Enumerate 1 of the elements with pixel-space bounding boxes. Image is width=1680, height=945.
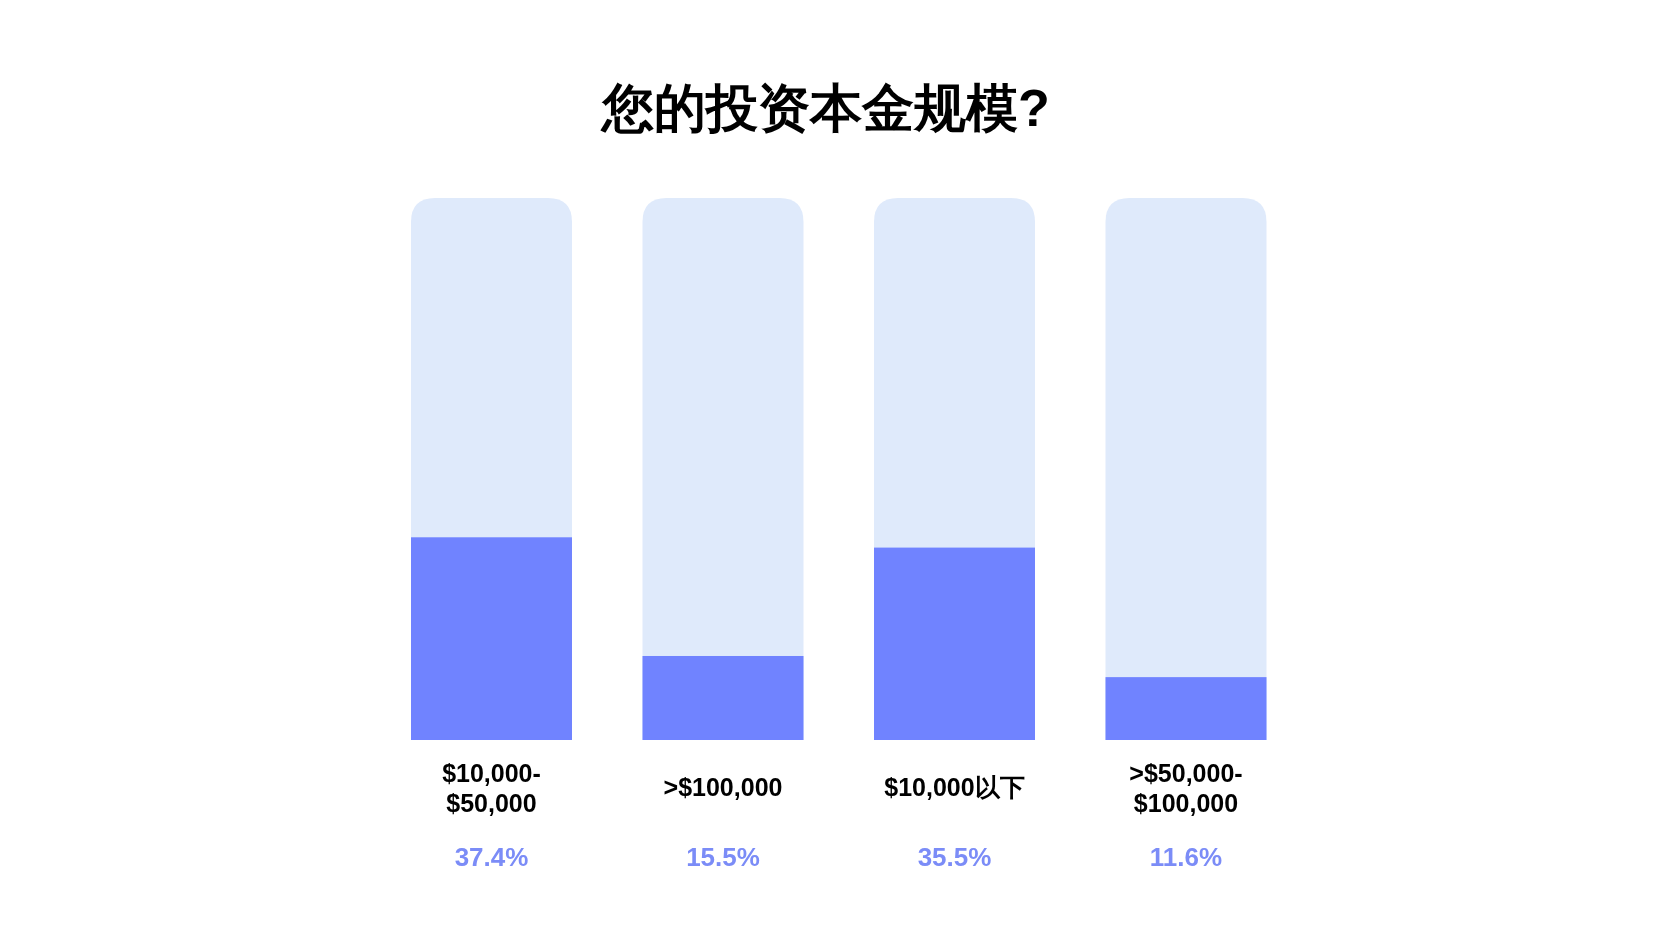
title: 您的投资本金规模? xyxy=(602,79,1050,137)
